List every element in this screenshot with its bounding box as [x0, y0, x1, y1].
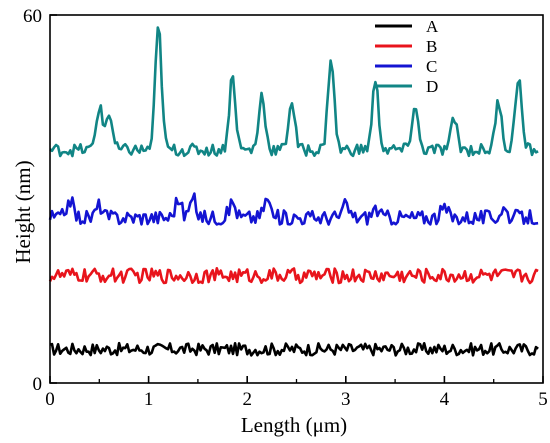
legend-label-c: C	[426, 57, 437, 76]
x-axis-title: Length (μm)	[241, 413, 347, 437]
x-tick-label: 3	[341, 389, 351, 410]
x-tick-label: 2	[242, 389, 252, 410]
x-tick-label: 1	[144, 389, 154, 410]
plot-border	[49, 14, 544, 384]
y-axis-title-group: Height (nm)	[11, 160, 35, 263]
legend-label-d: D	[426, 77, 438, 96]
x-tick-label: 5	[538, 389, 548, 410]
y-tick-label: 60	[23, 6, 42, 27]
x-tick-label: 0	[45, 389, 55, 410]
series-line-a	[49, 341, 539, 357]
series-line-d	[49, 26, 539, 158]
plot-marks	[48, 26, 539, 357]
y-tick-label: 0	[33, 374, 43, 395]
plot-frame: 0 1 2 3 4 5 0 60	[23, 6, 548, 410]
legend-label-b: B	[426, 37, 437, 56]
y-axis-title: Height (nm)	[11, 160, 35, 263]
x-tick-label: 4	[440, 389, 450, 410]
series-line-c	[48, 192, 539, 226]
series-line-b	[48, 266, 539, 285]
legend-label-a: A	[426, 17, 439, 36]
